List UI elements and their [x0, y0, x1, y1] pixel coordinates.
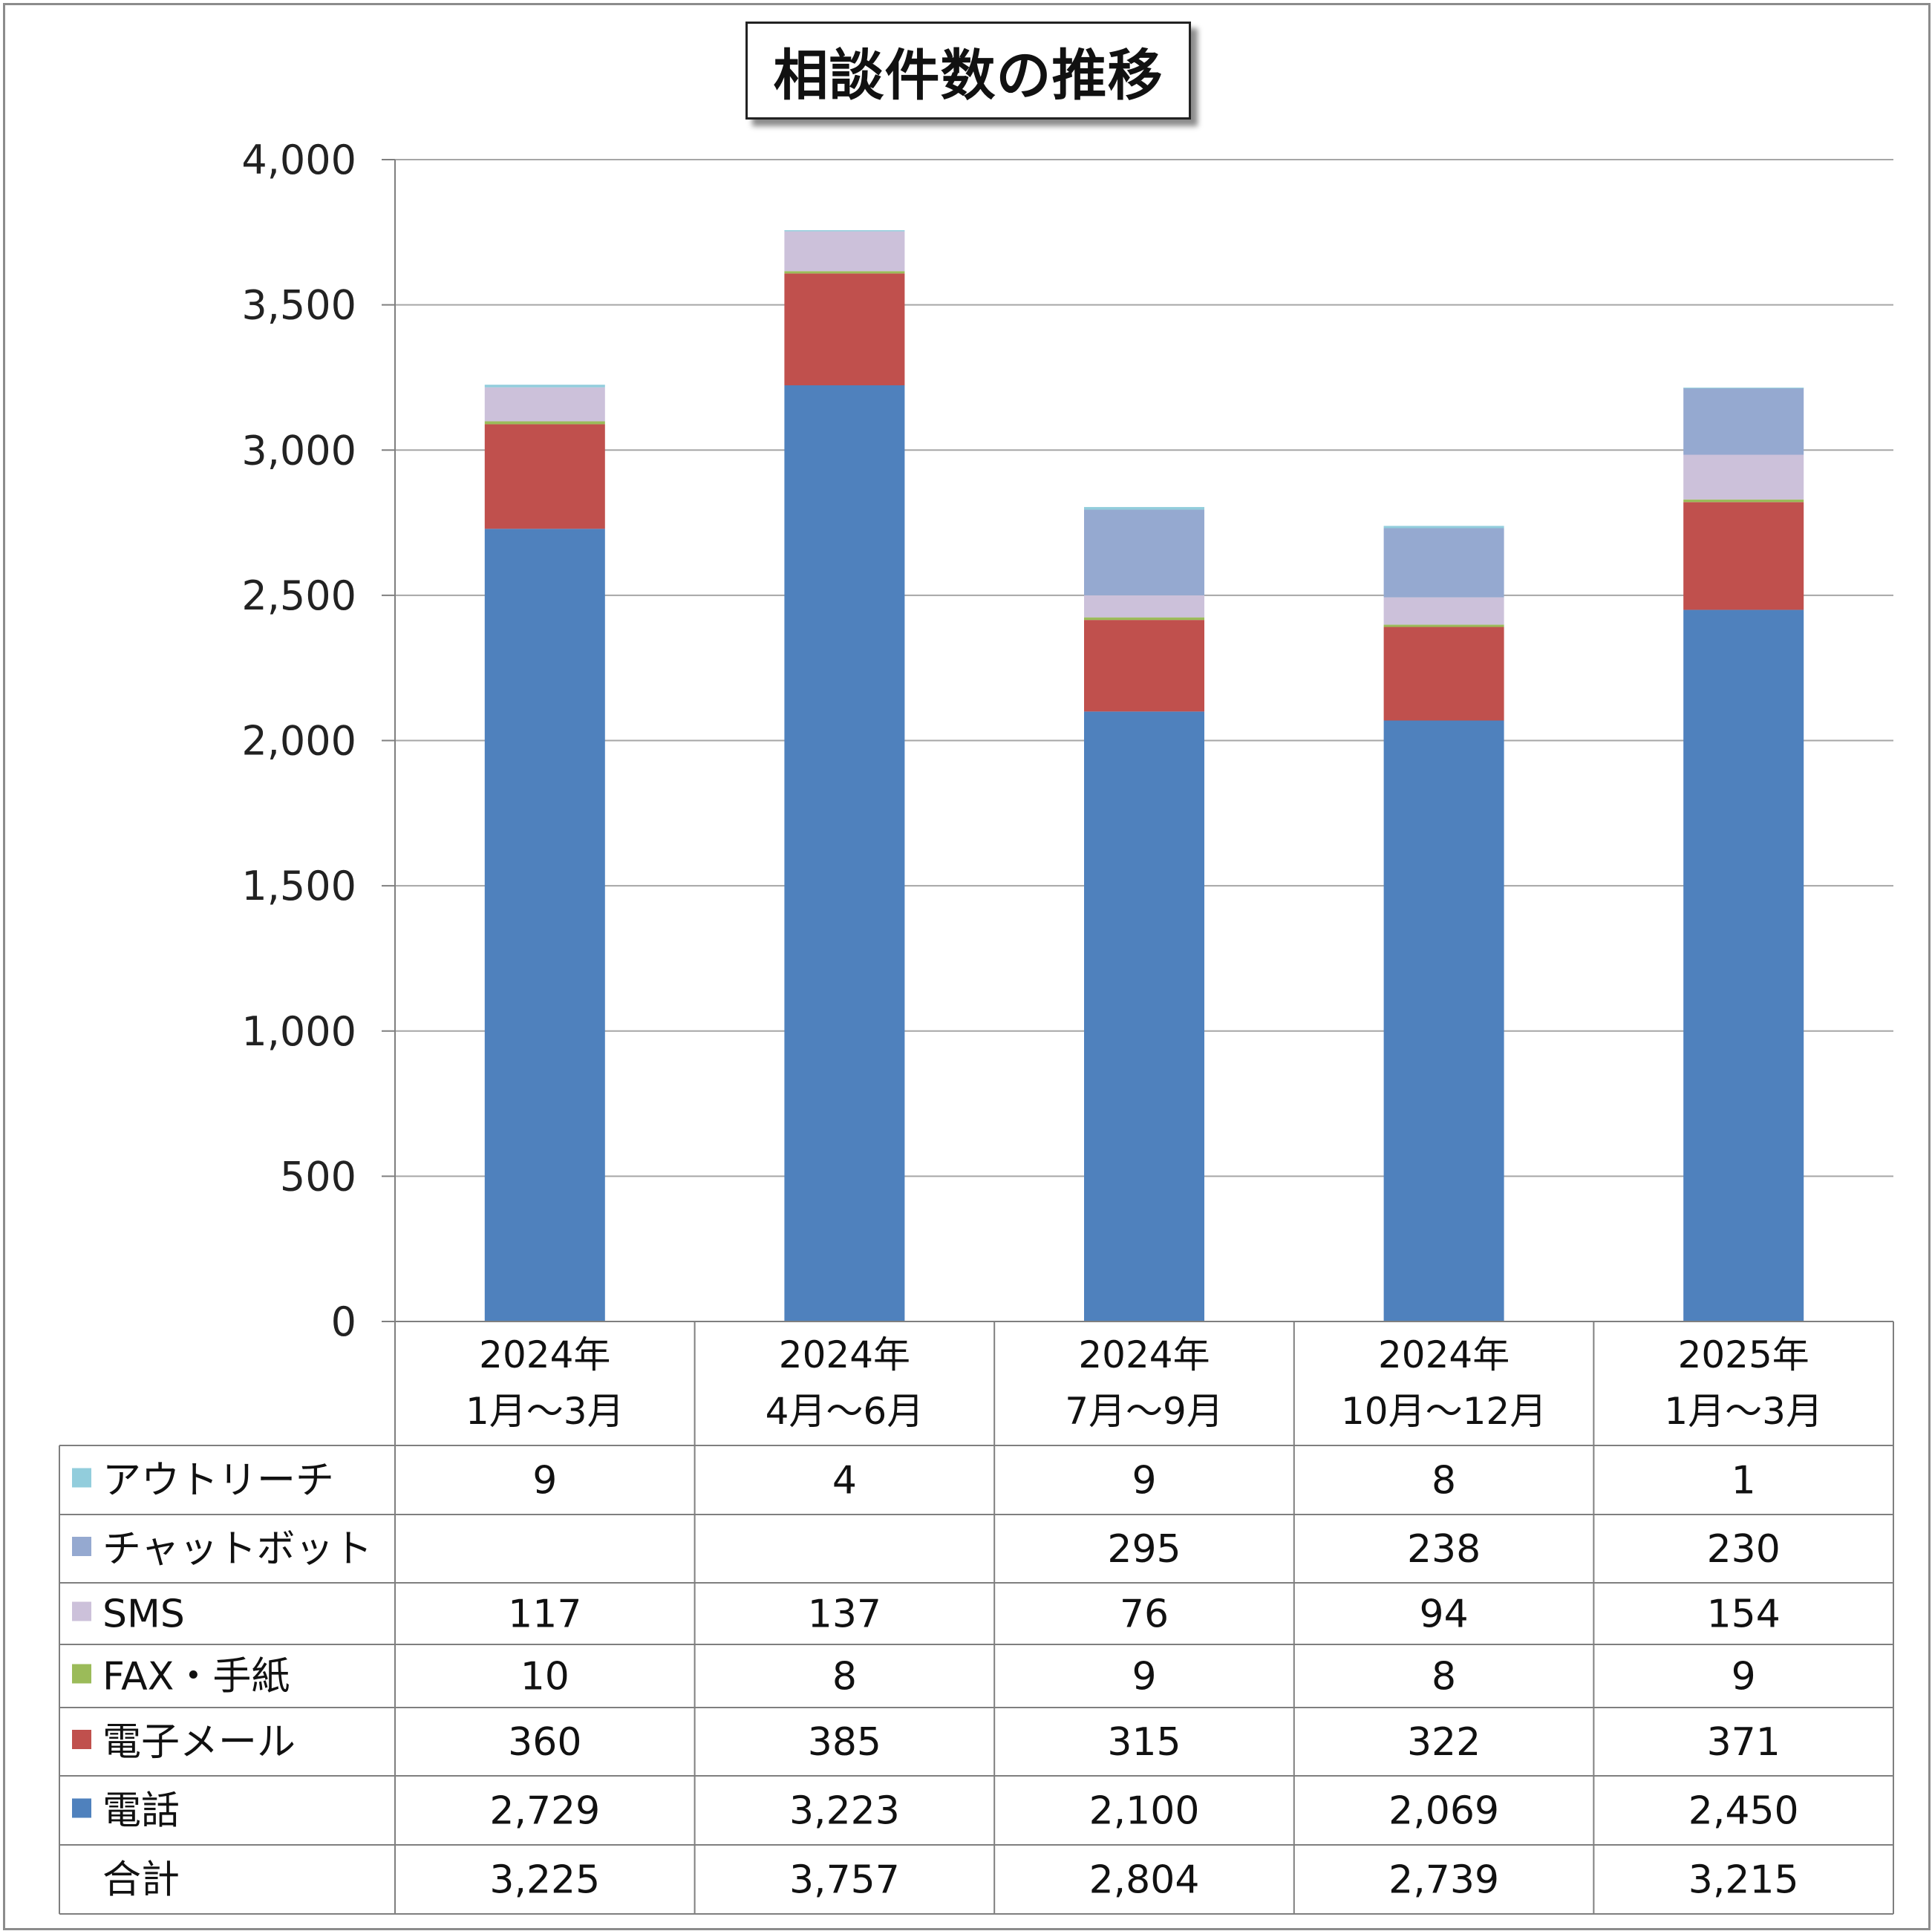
bar-segment-fax: [1383, 624, 1504, 627]
data-label: 385: [808, 1720, 881, 1765]
data-label: 9: [1132, 1655, 1156, 1699]
data-label: 8: [1432, 1459, 1456, 1503]
bar-segment-chatbot: [1383, 528, 1504, 598]
x-category-label: 4月～6月: [766, 1390, 924, 1433]
bar-segment-phone: [1383, 720, 1504, 1321]
bar-segment-sms: [1383, 597, 1504, 625]
total-label: 3,757: [789, 1858, 900, 1903]
x-category-label: 2024年: [479, 1333, 610, 1376]
total-label: 2,804: [1089, 1858, 1200, 1903]
x-category-label: 10月～12月: [1341, 1390, 1547, 1433]
data-label: 315: [1107, 1720, 1181, 1765]
data-label: 9: [532, 1459, 557, 1503]
chart-frame: [3, 3, 1931, 1930]
bar-segment-email: [1383, 627, 1504, 721]
y-tick-label: 2,500: [241, 572, 356, 619]
x-category-label: 2024年: [1378, 1333, 1510, 1376]
x-category-label: 2024年: [779, 1333, 910, 1376]
bar-segment-email: [1683, 502, 1804, 610]
bar-segment-phone: [784, 385, 905, 1321]
y-tick-label: 1,000: [241, 1008, 356, 1055]
legend-swatch-sms: [72, 1601, 91, 1621]
data-label: 137: [808, 1592, 881, 1637]
bar-segment-outreach: [1383, 526, 1504, 529]
data-label: 3,223: [789, 1789, 900, 1834]
chart-title-box: 相談件数の推移: [745, 22, 1191, 120]
bar-segment-sms: [784, 231, 905, 272]
table-row-label: アウトリーチ: [102, 1459, 334, 1503]
data-label: 2,450: [1688, 1789, 1799, 1834]
y-tick-label: 2,000: [241, 718, 356, 765]
bar-segment-chatbot: [1084, 509, 1204, 595]
data-label: 295: [1107, 1527, 1181, 1572]
legend-swatch-chatbot: [72, 1537, 91, 1556]
data-label: 9: [1732, 1655, 1756, 1699]
bar-segment-fax: [784, 271, 905, 274]
data-label: 94: [1420, 1592, 1469, 1637]
legend-swatch-email: [72, 1730, 91, 1749]
bar-segment-chatbot: [1683, 388, 1804, 455]
legend-swatch-fax: [72, 1664, 91, 1684]
data-label: 230: [1707, 1527, 1781, 1572]
bar-segment-email: [1084, 620, 1204, 712]
data-label: 8: [832, 1655, 857, 1699]
data-label: 10: [520, 1655, 570, 1699]
table-total-label: 合計: [102, 1858, 180, 1903]
data-label: 4: [832, 1459, 857, 1503]
table-row-label: チャットボット: [102, 1527, 372, 1572]
total-label: 2,739: [1388, 1858, 1499, 1903]
y-tick-label: 1,500: [241, 863, 356, 909]
y-tick-label: 0: [331, 1298, 356, 1345]
total-label: 3,215: [1688, 1858, 1799, 1903]
data-label: 238: [1407, 1527, 1481, 1572]
bar-segment-outreach: [1084, 506, 1204, 510]
bar-segment-phone: [1084, 711, 1204, 1321]
x-category-label: 1月～3月: [466, 1390, 624, 1433]
table-row-label: FAX・手紙: [102, 1655, 290, 1699]
bar-segment-outreach: [484, 385, 605, 388]
data-label: 360: [508, 1720, 581, 1765]
bar-segment-phone: [484, 529, 605, 1321]
x-category-label: 7月～9月: [1065, 1390, 1224, 1433]
x-category-label: 1月～3月: [1664, 1390, 1823, 1433]
legend-swatch-outreach: [72, 1468, 91, 1488]
bar-segment-sms: [484, 387, 605, 422]
bar-segment-sms: [1683, 454, 1804, 500]
data-label: 154: [1707, 1592, 1781, 1637]
bar-segment-fax: [1084, 617, 1204, 621]
bar-segment-sms: [1084, 595, 1204, 618]
data-label: 2,100: [1089, 1789, 1200, 1834]
bar-segment-email: [484, 424, 605, 529]
data-label: 76: [1120, 1592, 1169, 1637]
table-row-label: SMS: [102, 1592, 185, 1637]
data-label: 371: [1707, 1720, 1781, 1765]
chart-title: 相談件数の推移: [773, 43, 1164, 108]
total-label: 3,225: [489, 1858, 600, 1903]
data-label: 117: [508, 1592, 581, 1637]
y-tick-label: 4,000: [241, 137, 356, 183]
data-label: 1: [1732, 1459, 1756, 1503]
bar-segment-phone: [1683, 610, 1804, 1321]
x-category-label: 2025年: [1678, 1333, 1809, 1376]
legend-swatch-phone: [72, 1798, 91, 1818]
data-label: 9: [1132, 1459, 1156, 1503]
data-label: 2,729: [489, 1789, 600, 1834]
bar-segment-fax: [484, 421, 605, 425]
data-label: 322: [1407, 1720, 1481, 1765]
table-row-label: 電子メール: [102, 1720, 296, 1765]
y-tick-label: 500: [280, 1153, 356, 1200]
data-label: 2,069: [1388, 1789, 1499, 1834]
bar-segment-fax: [1683, 499, 1804, 503]
y-tick-label: 3,500: [241, 282, 356, 329]
x-category-label: 2024年: [1078, 1333, 1210, 1376]
bar-segment-outreach: [784, 230, 905, 232]
table-row-label: 電話: [102, 1789, 180, 1834]
y-tick-label: 3,000: [241, 427, 356, 474]
data-label: 8: [1432, 1655, 1456, 1699]
bar-segment-email: [784, 273, 905, 386]
